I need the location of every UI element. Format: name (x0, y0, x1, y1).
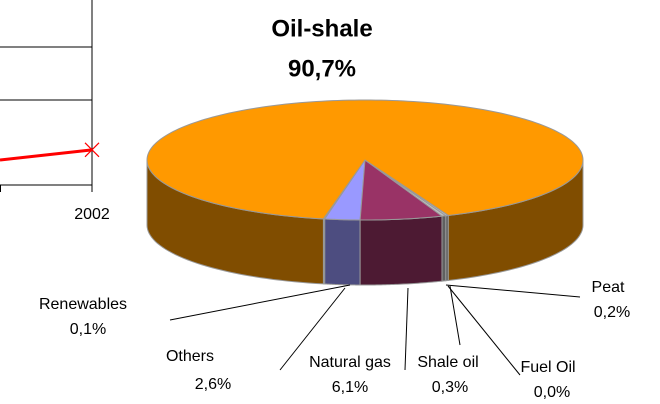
line (0, 148, 93, 162)
slice-value-label: 0,3% (432, 379, 468, 396)
leader-line (279, 287, 346, 371)
slice-value-label: 2,6% (195, 376, 231, 393)
slice-value-label: 90,7% (288, 55, 356, 82)
leader-line (447, 285, 521, 376)
pie-slice (359, 159, 444, 221)
slice-value-label: 0,1% (70, 321, 106, 338)
x-tick-label: 2002 (74, 206, 110, 223)
leader-line (404, 287, 409, 371)
leader-line (445, 284, 581, 298)
pie-slice-side (324, 218, 361, 286)
pie-slice-side (359, 215, 443, 286)
slice-label: Oil-shale (271, 15, 372, 42)
slice-value-label: 6,1% (332, 379, 368, 396)
slice-label: Fuel Oil (520, 359, 575, 376)
marker (84, 142, 100, 158)
pie-slice (146, 99, 584, 220)
slice-value-label: 0,0% (534, 384, 570, 401)
slice-value-label: 0,2% (594, 304, 630, 321)
leader-line (169, 284, 351, 321)
slice-label: Shale oil (417, 354, 478, 371)
slice-label: Natural gas (309, 354, 391, 371)
pie-slice-side (441, 215, 447, 282)
slice-label: Peat (592, 279, 625, 296)
slice-label: Others (166, 348, 214, 365)
slice-label: Renewables (39, 296, 127, 313)
leader-line (449, 285, 461, 346)
